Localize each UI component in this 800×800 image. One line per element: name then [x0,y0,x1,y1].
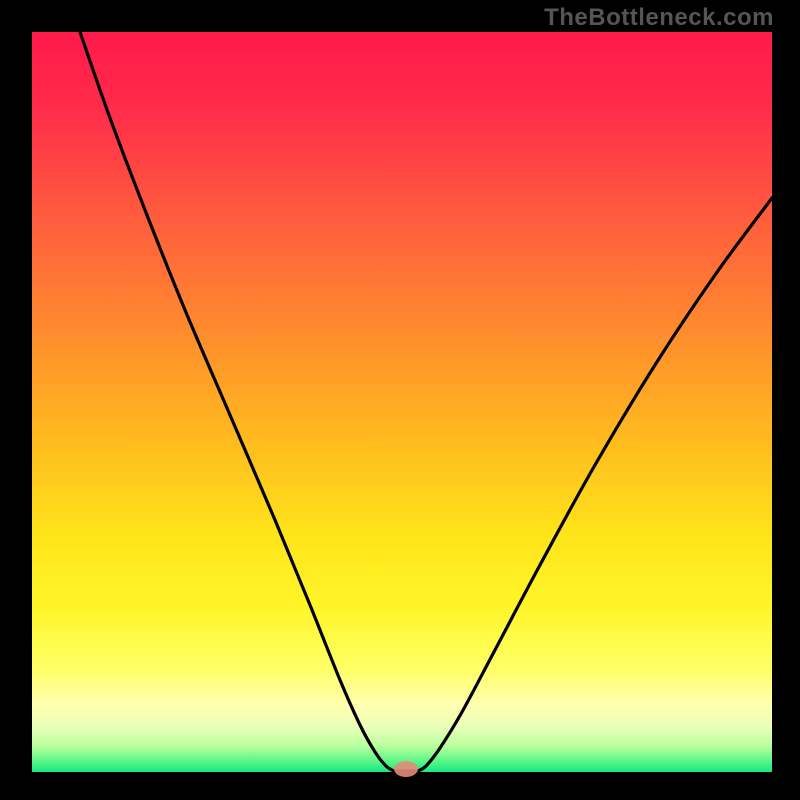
plot-area [32,32,772,772]
watermark-text: TheBottleneck.com [544,4,774,32]
chart-container: TheBottleneck.com [0,0,800,800]
min-marker [394,761,418,777]
